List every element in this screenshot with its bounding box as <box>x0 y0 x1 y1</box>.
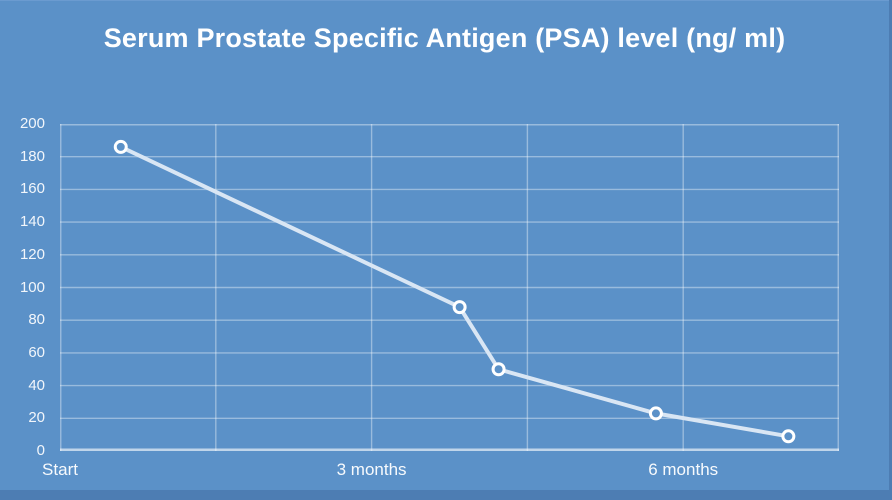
y-axis-tick-label: 100 <box>19 278 45 296</box>
x-axis-labels: Start 3 months 6 months <box>0 1 889 490</box>
y-axis-labels: 0 20 40 60 80 100 120 140 160 180 200 <box>0 1 48 490</box>
chart-title: Serum Prostate Specific Antigen (PSA) le… <box>103 23 786 53</box>
data-point-marker <box>781 429 796 444</box>
data-point-marker <box>648 406 663 421</box>
y-axis-tick-label: 80 <box>28 311 45 329</box>
y-axis-tick-label: 200 <box>19 115 45 132</box>
y-axis-tick-label: 160 <box>19 180 45 198</box>
y-axis-tick-label: 140 <box>19 213 45 231</box>
y-axis-tick-label: 120 <box>19 245 45 263</box>
y-axis-tick-label: 180 <box>19 147 45 165</box>
plot-area <box>60 124 839 451</box>
data-point-marker <box>452 300 467 315</box>
y-axis-tick-label: 40 <box>28 376 45 394</box>
y-axis-tick-label: 20 <box>28 409 45 427</box>
x-axis-tick-label: 6 months <box>648 460 719 479</box>
y-axis-tick-label: 0 <box>36 442 45 459</box>
data-point-marker <box>491 362 506 377</box>
x-axis-tick-label: 3 months <box>336 460 407 479</box>
x-axis-tick-label: Start <box>42 460 78 479</box>
chart-canvas: Serum Prostate Specific Antigen (PSA) le… <box>0 0 889 490</box>
plot-svg <box>60 124 839 451</box>
y-axis-tick-label: 60 <box>28 343 45 361</box>
data-point-marker <box>113 139 128 154</box>
